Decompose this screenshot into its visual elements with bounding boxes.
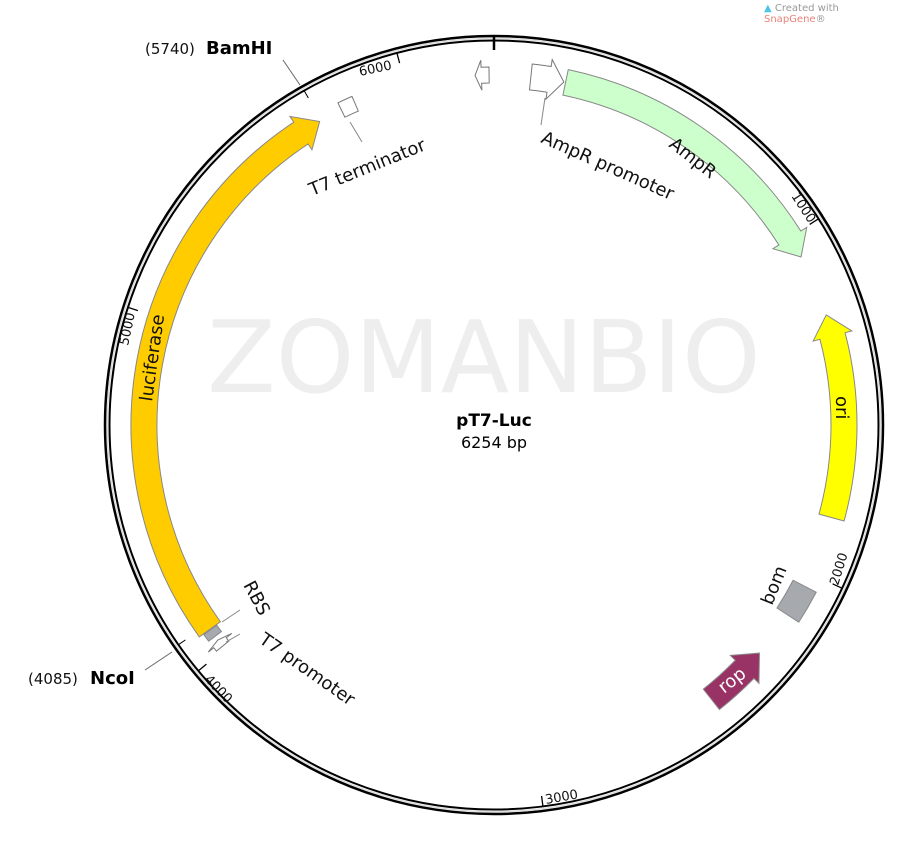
tick-label-6000: 6000 bbox=[358, 58, 393, 80]
tick-1000 bbox=[809, 218, 819, 225]
tick-3000 bbox=[540, 795, 544, 806]
bamhi-label: BamHI bbox=[206, 38, 272, 59]
tick-4000 bbox=[198, 663, 207, 672]
rbs-leader bbox=[221, 609, 241, 623]
t7-promoter-leader bbox=[225, 633, 241, 643]
luciferase-feature[interactable] bbox=[130, 115, 321, 638]
t7-terminator-label: T7 terminator bbox=[305, 135, 429, 201]
tick-6000 bbox=[396, 53, 401, 64]
small-feature-feature[interactable] bbox=[474, 60, 490, 91]
rop-feature[interactable] bbox=[702, 652, 760, 711]
rbs-label: RBS bbox=[239, 577, 274, 619]
tick-2000 bbox=[832, 583, 842, 589]
ampr-promoter-feature[interactable] bbox=[528, 58, 565, 101]
rbs-feature[interactable] bbox=[203, 624, 223, 642]
ampr-promoter-label: AmpR promoter bbox=[538, 127, 678, 205]
ncoi-position: (4085) bbox=[28, 670, 78, 688]
ori-feature[interactable] bbox=[812, 314, 858, 522]
plasmid-size: 6254 bp bbox=[461, 433, 527, 452]
snapgene-logo-icon: ▲ bbox=[764, 3, 772, 14]
tick-label-5000: 5000 bbox=[117, 311, 139, 346]
site-mark-NcoI bbox=[178, 639, 186, 645]
tick-marks bbox=[128, 53, 842, 806]
tick-label-4000: 4000 bbox=[201, 672, 235, 706]
bamhi-leader bbox=[282, 59, 301, 86]
ncoi-label: NcoI bbox=[90, 668, 135, 689]
ori-label: ori bbox=[831, 396, 852, 419]
snapgene-credit: ▲ Created with SnapGene® bbox=[764, 3, 839, 25]
tick-5000 bbox=[128, 306, 139, 312]
t7-terminator-leader bbox=[349, 121, 363, 143]
features bbox=[130, 58, 858, 711]
bamhi-position: (5740) bbox=[145, 40, 195, 58]
plasmid-backbone bbox=[103, 34, 885, 816]
t7-terminator-feature[interactable] bbox=[337, 95, 359, 118]
ampr-feature[interactable] bbox=[562, 69, 808, 258]
watermark: ZOMANBIO bbox=[207, 299, 761, 416]
bom-feature[interactable] bbox=[776, 579, 817, 623]
plasmid-name: pT7-Luc bbox=[456, 411, 532, 431]
t7-promoter-label: T7 promoter bbox=[254, 628, 359, 710]
tick-label-3000: 3000 bbox=[544, 787, 579, 808]
ncoi-leader bbox=[144, 651, 173, 671]
site-mark-BamHI bbox=[303, 90, 309, 99]
ampr-promoter-leader bbox=[540, 97, 546, 126]
